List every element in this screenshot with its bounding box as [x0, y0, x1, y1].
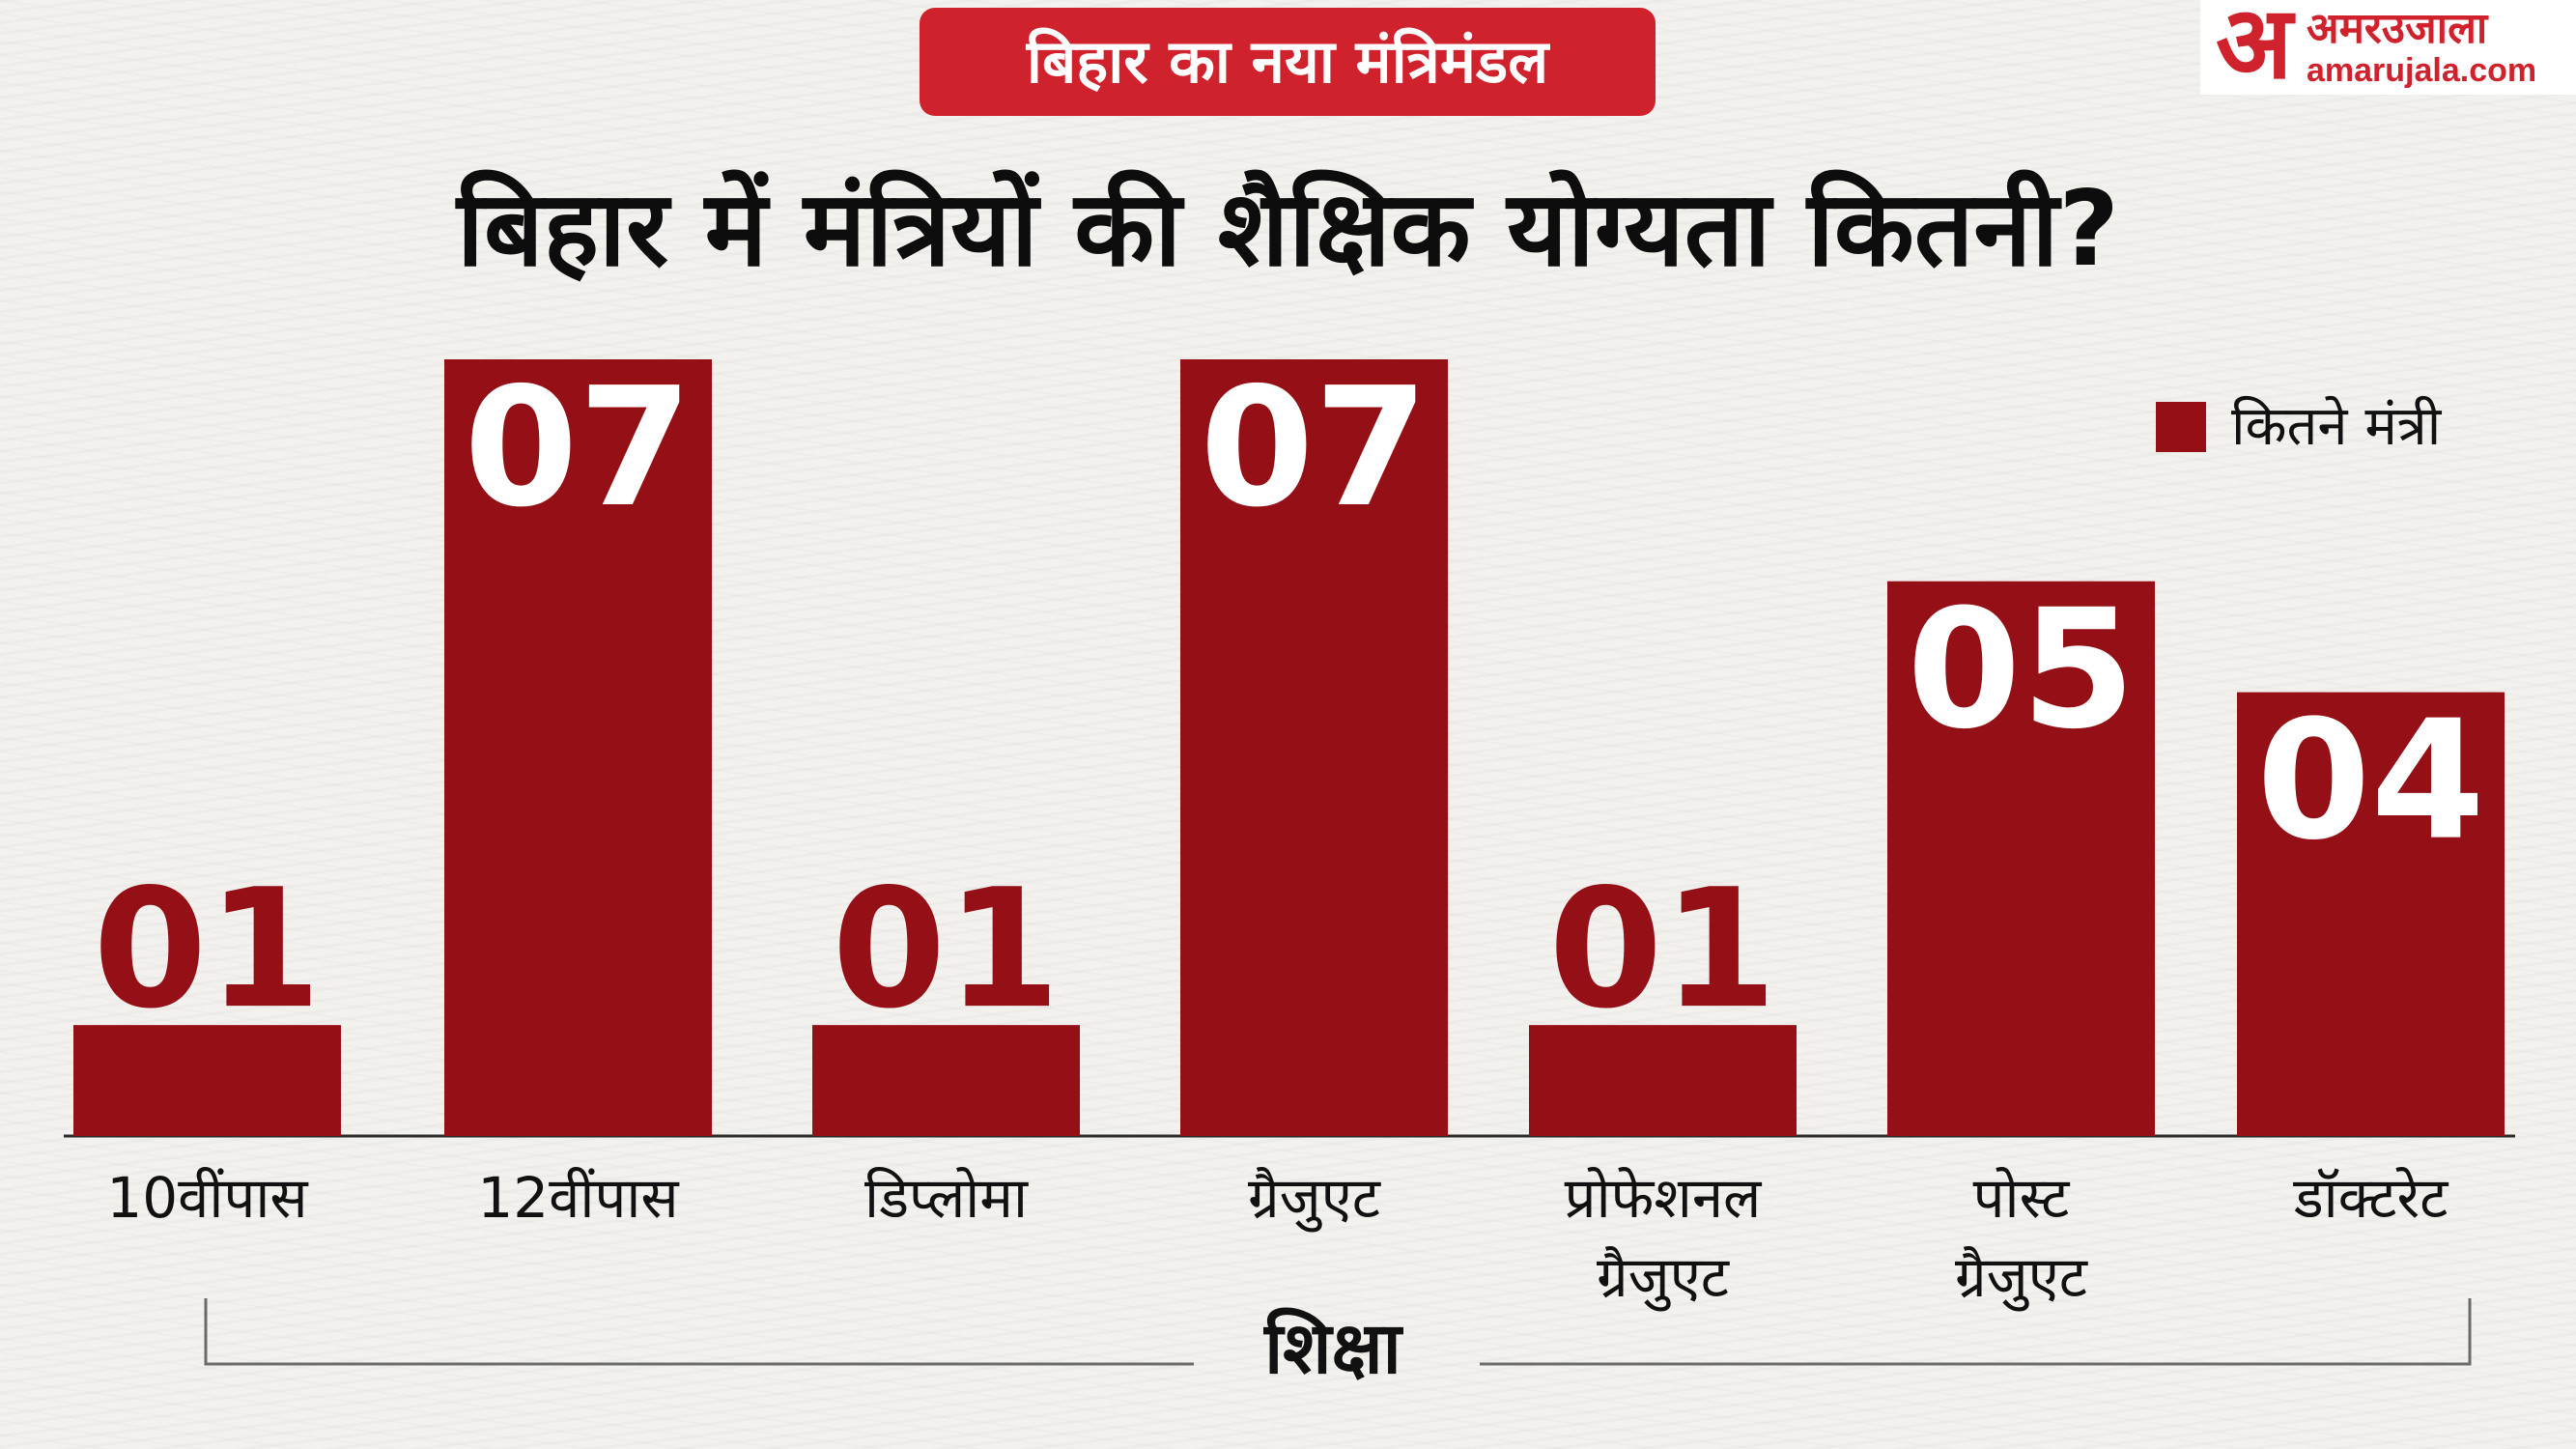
bar-7 — [2237, 692, 2505, 1136]
value-label-4: 07 — [1200, 353, 1429, 544]
category-label-2: 12वींपास — [477, 1165, 680, 1231]
bar-4 — [1180, 359, 1448, 1136]
value-label-3: 01 — [832, 854, 1061, 1045]
value-label-1: 01 — [93, 854, 322, 1045]
value-label-7: 04 — [2256, 686, 2485, 877]
bar-6 — [1887, 581, 2155, 1136]
value-label-2: 07 — [464, 353, 693, 544]
x-axis-title: शिक्षा — [1264, 1307, 1401, 1390]
logo-mark: अ — [2216, 0, 2293, 101]
logo-name: अमरउजाला — [2307, 4, 2488, 53]
category-label-4: ग्रैजुएट — [1248, 1165, 1382, 1233]
bar-3 — [812, 1025, 1080, 1136]
page-title: बिहार में मंत्रियों की शैक्षिक योग्यता क… — [457, 169, 2119, 290]
legend-label: कितने मंत्री — [2231, 395, 2442, 458]
category-label-1: 10वींपास — [106, 1165, 309, 1231]
section-tag: बिहार का नया मंत्रिमंडल — [920, 8, 1656, 116]
category-label-7: डॉक्टरेट — [2293, 1165, 2450, 1231]
value-label-6: 05 — [1907, 575, 2136, 766]
logo-url: amarujala.com — [2307, 52, 2537, 89]
category-label-6-line-2: ग्रैजुएट — [1955, 1244, 2089, 1312]
axis-bracket-left — [204, 1298, 1194, 1366]
category-label-5-line-1: प्रोफेशनल — [1565, 1165, 1763, 1231]
axis-bracket-right — [1480, 1298, 2472, 1366]
category-label-5-line-2: ग्रैजुएट — [1597, 1244, 1731, 1312]
legend-swatch — [2156, 402, 2206, 452]
brand-logo[interactable]: अ अमरउजाला amarujala.com — [2200, 0, 2576, 95]
bar-1 — [73, 1025, 341, 1136]
value-label-5: 01 — [1548, 854, 1777, 1045]
category-label-3: डिप्लोमा — [864, 1165, 1029, 1231]
bar-2 — [444, 359, 712, 1136]
bar-5 — [1529, 1025, 1797, 1136]
category-label-6-line-1: पोस्ट — [1973, 1165, 2072, 1231]
